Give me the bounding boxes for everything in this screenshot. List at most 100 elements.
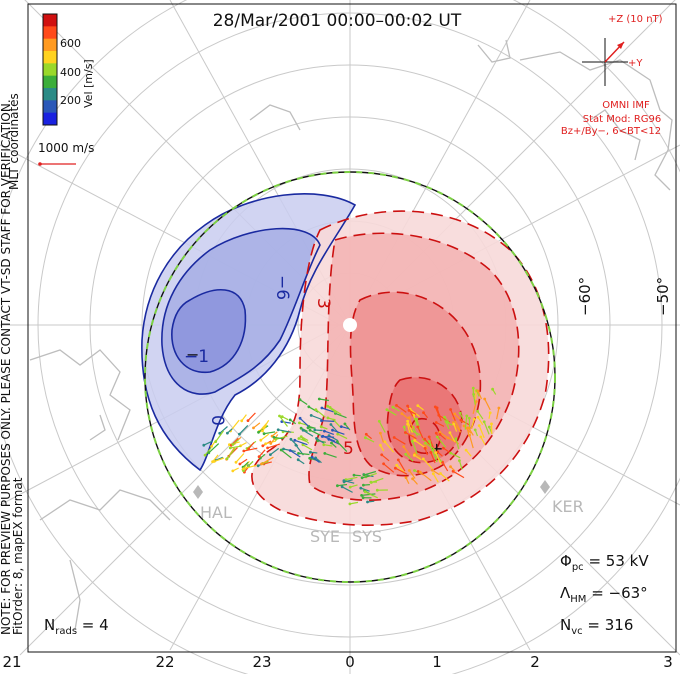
velocity-vector (473, 394, 476, 405)
velocity-vector-origin (473, 428, 477, 432)
velocity-vector-origin (298, 421, 301, 425)
velocity-vector-origin (392, 436, 396, 439)
mlt-coordinates-label: MLT coordinates (7, 93, 21, 190)
velocity-vector-origin (382, 462, 385, 466)
velocity-vector-origin (467, 426, 471, 430)
velocity-vector-origin (438, 433, 442, 436)
velocity-vector (472, 401, 477, 415)
velocity-vector-origin (299, 435, 303, 438)
velocity-vector-origin (366, 500, 369, 504)
velocity-vector-origin (434, 421, 438, 424)
velocity-vector (333, 419, 341, 428)
colorbar-swatch (43, 14, 57, 27)
velocity-vector-origin (383, 440, 387, 444)
velocity-vector (270, 434, 279, 444)
station-label: HAL (200, 503, 232, 522)
vector-count: Nvc = 316 (560, 616, 633, 637)
velocity-vector (208, 443, 220, 454)
velocity-vector-origin (343, 422, 347, 426)
velocity-vector-origin (411, 477, 414, 481)
velocity-vector-origin (279, 448, 283, 452)
velocity-vector (393, 436, 406, 445)
velocity-vector-origin (336, 432, 340, 436)
velocity-vector (435, 452, 442, 466)
velocity-vector-origin (256, 464, 260, 468)
velocity-vector (444, 418, 450, 430)
velocity-vector-origin (435, 435, 439, 439)
velocity-vector-origin (407, 416, 411, 420)
velocity-vector (328, 438, 340, 445)
contour-label: 3 (313, 298, 333, 309)
velocity-vector (408, 417, 414, 430)
velocity-vector-origin (320, 435, 324, 438)
colorbar-swatch (43, 100, 57, 114)
velocity-vector-origin (400, 412, 404, 415)
velocity-vector-origin (242, 449, 246, 453)
velocity-vector (405, 431, 417, 440)
velocity-vector-origin (482, 420, 486, 424)
velocity-vector-origin (299, 426, 303, 430)
velocity-vector-origin (422, 411, 425, 414)
velocity-vector (411, 441, 418, 455)
velocity-vector-origin (414, 417, 417, 421)
lat-label: −50° (654, 277, 672, 316)
velocity-vector-origin (359, 486, 363, 490)
velocity-vector-origin (402, 445, 406, 448)
velocity-vector (311, 456, 320, 463)
velocity-vector-origin (289, 437, 293, 441)
velocity-vector (414, 439, 426, 449)
velocity-vector-origin (309, 414, 313, 417)
velocity-vector-origin (330, 441, 333, 445)
velocity-vector-origin (203, 453, 207, 457)
velocity-vector-origin (413, 469, 416, 472)
velocity-vector-origin (379, 443, 382, 447)
velocity-vector-origin (467, 416, 471, 420)
velocity-vector (308, 406, 319, 413)
velocity-vector-origin (406, 404, 409, 408)
velocity-vector-origin (259, 438, 263, 442)
fit-order-note: FitOrder: 8, mapEX format (11, 477, 25, 635)
mlt-tick: 3 (663, 653, 673, 671)
velocity-vector (484, 398, 491, 411)
velocity-vector (302, 429, 314, 437)
velocity-vector-origin (314, 408, 318, 411)
velocity-vector-origin (434, 431, 438, 435)
velocity-vector (378, 421, 386, 433)
velocity-vector-origin (308, 428, 312, 432)
velocity-vector-origin (306, 426, 310, 430)
velocity-vector (432, 450, 438, 463)
velocity-vector-origin (266, 446, 269, 450)
velocity-vector-origin (207, 451, 211, 455)
scale-vector-label: 1000 m/s (38, 141, 94, 155)
colorbar-swatch (43, 51, 57, 64)
velocity-vector-origin (431, 472, 435, 476)
velocity-vector-origin (472, 417, 476, 421)
velocity-vector-origin (459, 418, 463, 422)
velocity-vector-origin (385, 408, 389, 411)
velocity-vector (407, 424, 411, 433)
velocity-vector-origin (448, 431, 452, 435)
velocity-vector-origin (297, 452, 300, 455)
velocity-vector-origin (261, 429, 264, 433)
velocity-vector-origin (348, 502, 352, 506)
velocity-vector (396, 404, 407, 413)
preview-note: NOTE: FOR PREVIEW PURPOSES ONLY. PLEASE … (0, 99, 13, 635)
velocity-vector (279, 415, 288, 427)
velocity-vector-origin (380, 453, 384, 457)
velocity-vector (299, 417, 310, 427)
mlt-tick: 1 (432, 653, 442, 671)
velocity-vector-origin (218, 431, 222, 435)
velocity-vector (455, 438, 460, 450)
velocity-vector (432, 473, 439, 483)
velocity-vector (477, 416, 484, 426)
map-title: 28/Mar/2001 00:00–00:02 UT (213, 11, 462, 31)
velocity-vector-origin (449, 408, 452, 411)
velocity-vector (450, 409, 456, 422)
imf-source: OMNI IMF (602, 100, 650, 111)
velocity-vector-origin (247, 447, 251, 451)
velocity-vector (204, 447, 212, 456)
velocity-vector-origin (395, 463, 399, 467)
velocity-vector (212, 454, 219, 463)
velocity-vector (336, 441, 348, 453)
velocity-vector-origin (225, 457, 229, 460)
